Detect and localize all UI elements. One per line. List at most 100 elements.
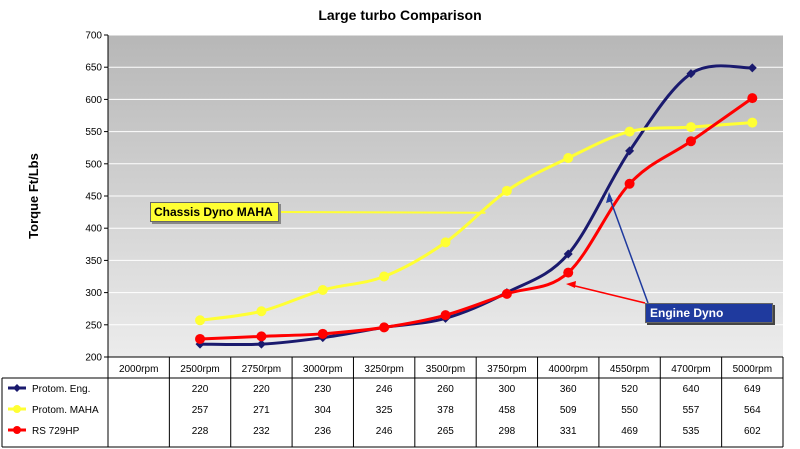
legend-series-name: Protom. Eng. [32,384,90,395]
table-cell-value: 265 [437,426,454,437]
engine-arrowhead-red [566,281,576,288]
table-cell-value: 535 [683,426,700,437]
callout-chassis-dyno: Chassis Dyno MAHA [150,202,279,222]
y-tick-label: 450 [85,192,102,203]
y-tick-label: 200 [85,353,102,364]
legend-swatch-marker [13,405,21,413]
x-category-label: 5000rpm [733,364,772,375]
table-cell-value: 520 [621,384,638,395]
table-cell-value: 228 [192,426,209,437]
data-point-marker [379,322,390,333]
callout-engine-dyno: Engine Dyno [645,303,773,323]
legend-series-name: Protom. MAHA [32,405,99,416]
table-cell-value: 260 [437,384,454,395]
data-point-marker [195,333,206,344]
data-point-marker [685,136,696,147]
y-tick-label: 700 [85,31,102,42]
table-cell-value: 220 [192,384,209,395]
y-tick-label: 250 [85,320,102,331]
y-tick-label: 500 [85,159,102,170]
legend-swatch-marker [13,426,21,434]
data-point-marker [317,285,328,296]
series-lines [195,63,758,349]
x-category-label: 2000rpm [119,364,158,375]
y-tick-label: 300 [85,288,102,299]
engine-arrowhead-blue [606,192,613,203]
data-point-marker [440,310,451,321]
data-point-marker [685,122,696,133]
engine-connector-arrow-blue [608,195,649,304]
table-cell-value: 602 [744,426,761,437]
table-cell-value: 557 [683,405,700,416]
data-point-marker [563,153,574,164]
x-category-label: 3750rpm [487,364,526,375]
data-point-marker [317,328,328,339]
y-tick-label: 350 [85,256,102,267]
data-point-marker [747,63,757,73]
data-point-marker [256,331,267,342]
data-table: 2000rpm 2500rpm 2750rpm 3000rpm 3250rpm 3500r… [1,356,784,448]
x-category-label: 2500rpm [180,364,219,375]
data-point-marker [747,93,758,104]
engine-connector-arrow-red [570,284,646,304]
y-tick-label: 600 [85,95,102,106]
table-cell-value: 469 [621,426,638,437]
table-cell-value: 550 [621,405,638,416]
table-cell-value: 325 [376,405,393,416]
table-cell-value: 649 [744,384,761,395]
table-cell-value: 378 [437,405,454,416]
table-cell-value: 246 [376,384,393,395]
series-line-2 [199,121,753,322]
gridlines [108,34,783,358]
y-tick-label: 400 [85,224,102,235]
legend-series-name: RS 729HP [32,426,80,437]
data-point-marker [256,339,266,349]
data-point-marker [624,126,635,137]
table-cell-value: 271 [253,405,270,416]
x-category-label: 4000rpm [548,364,587,375]
table-cell-value: 300 [499,384,516,395]
x-category-label: 3250rpm [364,364,403,375]
x-category-label: 4700rpm [671,364,710,375]
data-point-marker [195,315,206,326]
y-axis-label: Torque Ft/Lbs [26,153,41,239]
data-point-marker [747,117,758,128]
legend-swatch-marker [13,384,21,392]
data-point-marker [256,306,267,317]
x-category-label: 2750rpm [242,364,281,375]
data-point-marker [625,146,635,156]
table-cell-value: 458 [499,405,516,416]
table-cell-value: 246 [376,426,393,437]
table-cell-value: 298 [499,426,516,437]
x-category-label: 3000rpm [303,364,342,375]
data-point-marker [501,288,512,299]
table-cell-value: 304 [314,405,331,416]
data-point-marker [624,178,635,189]
table-cell-value: 257 [192,405,209,416]
y-tick-label: 550 [85,127,102,138]
table-cell-value: 230 [314,384,331,395]
data-point-marker [686,69,696,79]
axes: 200 250 300 350 400 450 500 550 600 650 700 [85,31,109,364]
y-tick-label: 650 [85,63,102,74]
callout-connectors [273,192,649,304]
table-cell-value: 509 [560,405,577,416]
table-cell-value: 331 [560,426,577,437]
x-category-label: 4550rpm [610,364,649,375]
chart-title: Large turbo Comparison [318,7,481,23]
table-cell-value: 564 [744,405,761,416]
table-cell-value: 640 [683,384,700,395]
table-cell-value: 232 [253,426,270,437]
table-cell-value: 236 [314,426,331,437]
data-point-marker [563,267,574,278]
data-point-marker [501,185,512,196]
data-point-marker [440,237,451,248]
data-point-marker [563,249,573,259]
series-line-3 [199,96,754,341]
chassis-connector-line [273,211,486,214]
table-cell-value: 360 [560,384,577,395]
x-category-label: 3500rpm [426,364,465,375]
data-point-marker [379,271,390,282]
table-cell-value: 220 [253,384,270,395]
